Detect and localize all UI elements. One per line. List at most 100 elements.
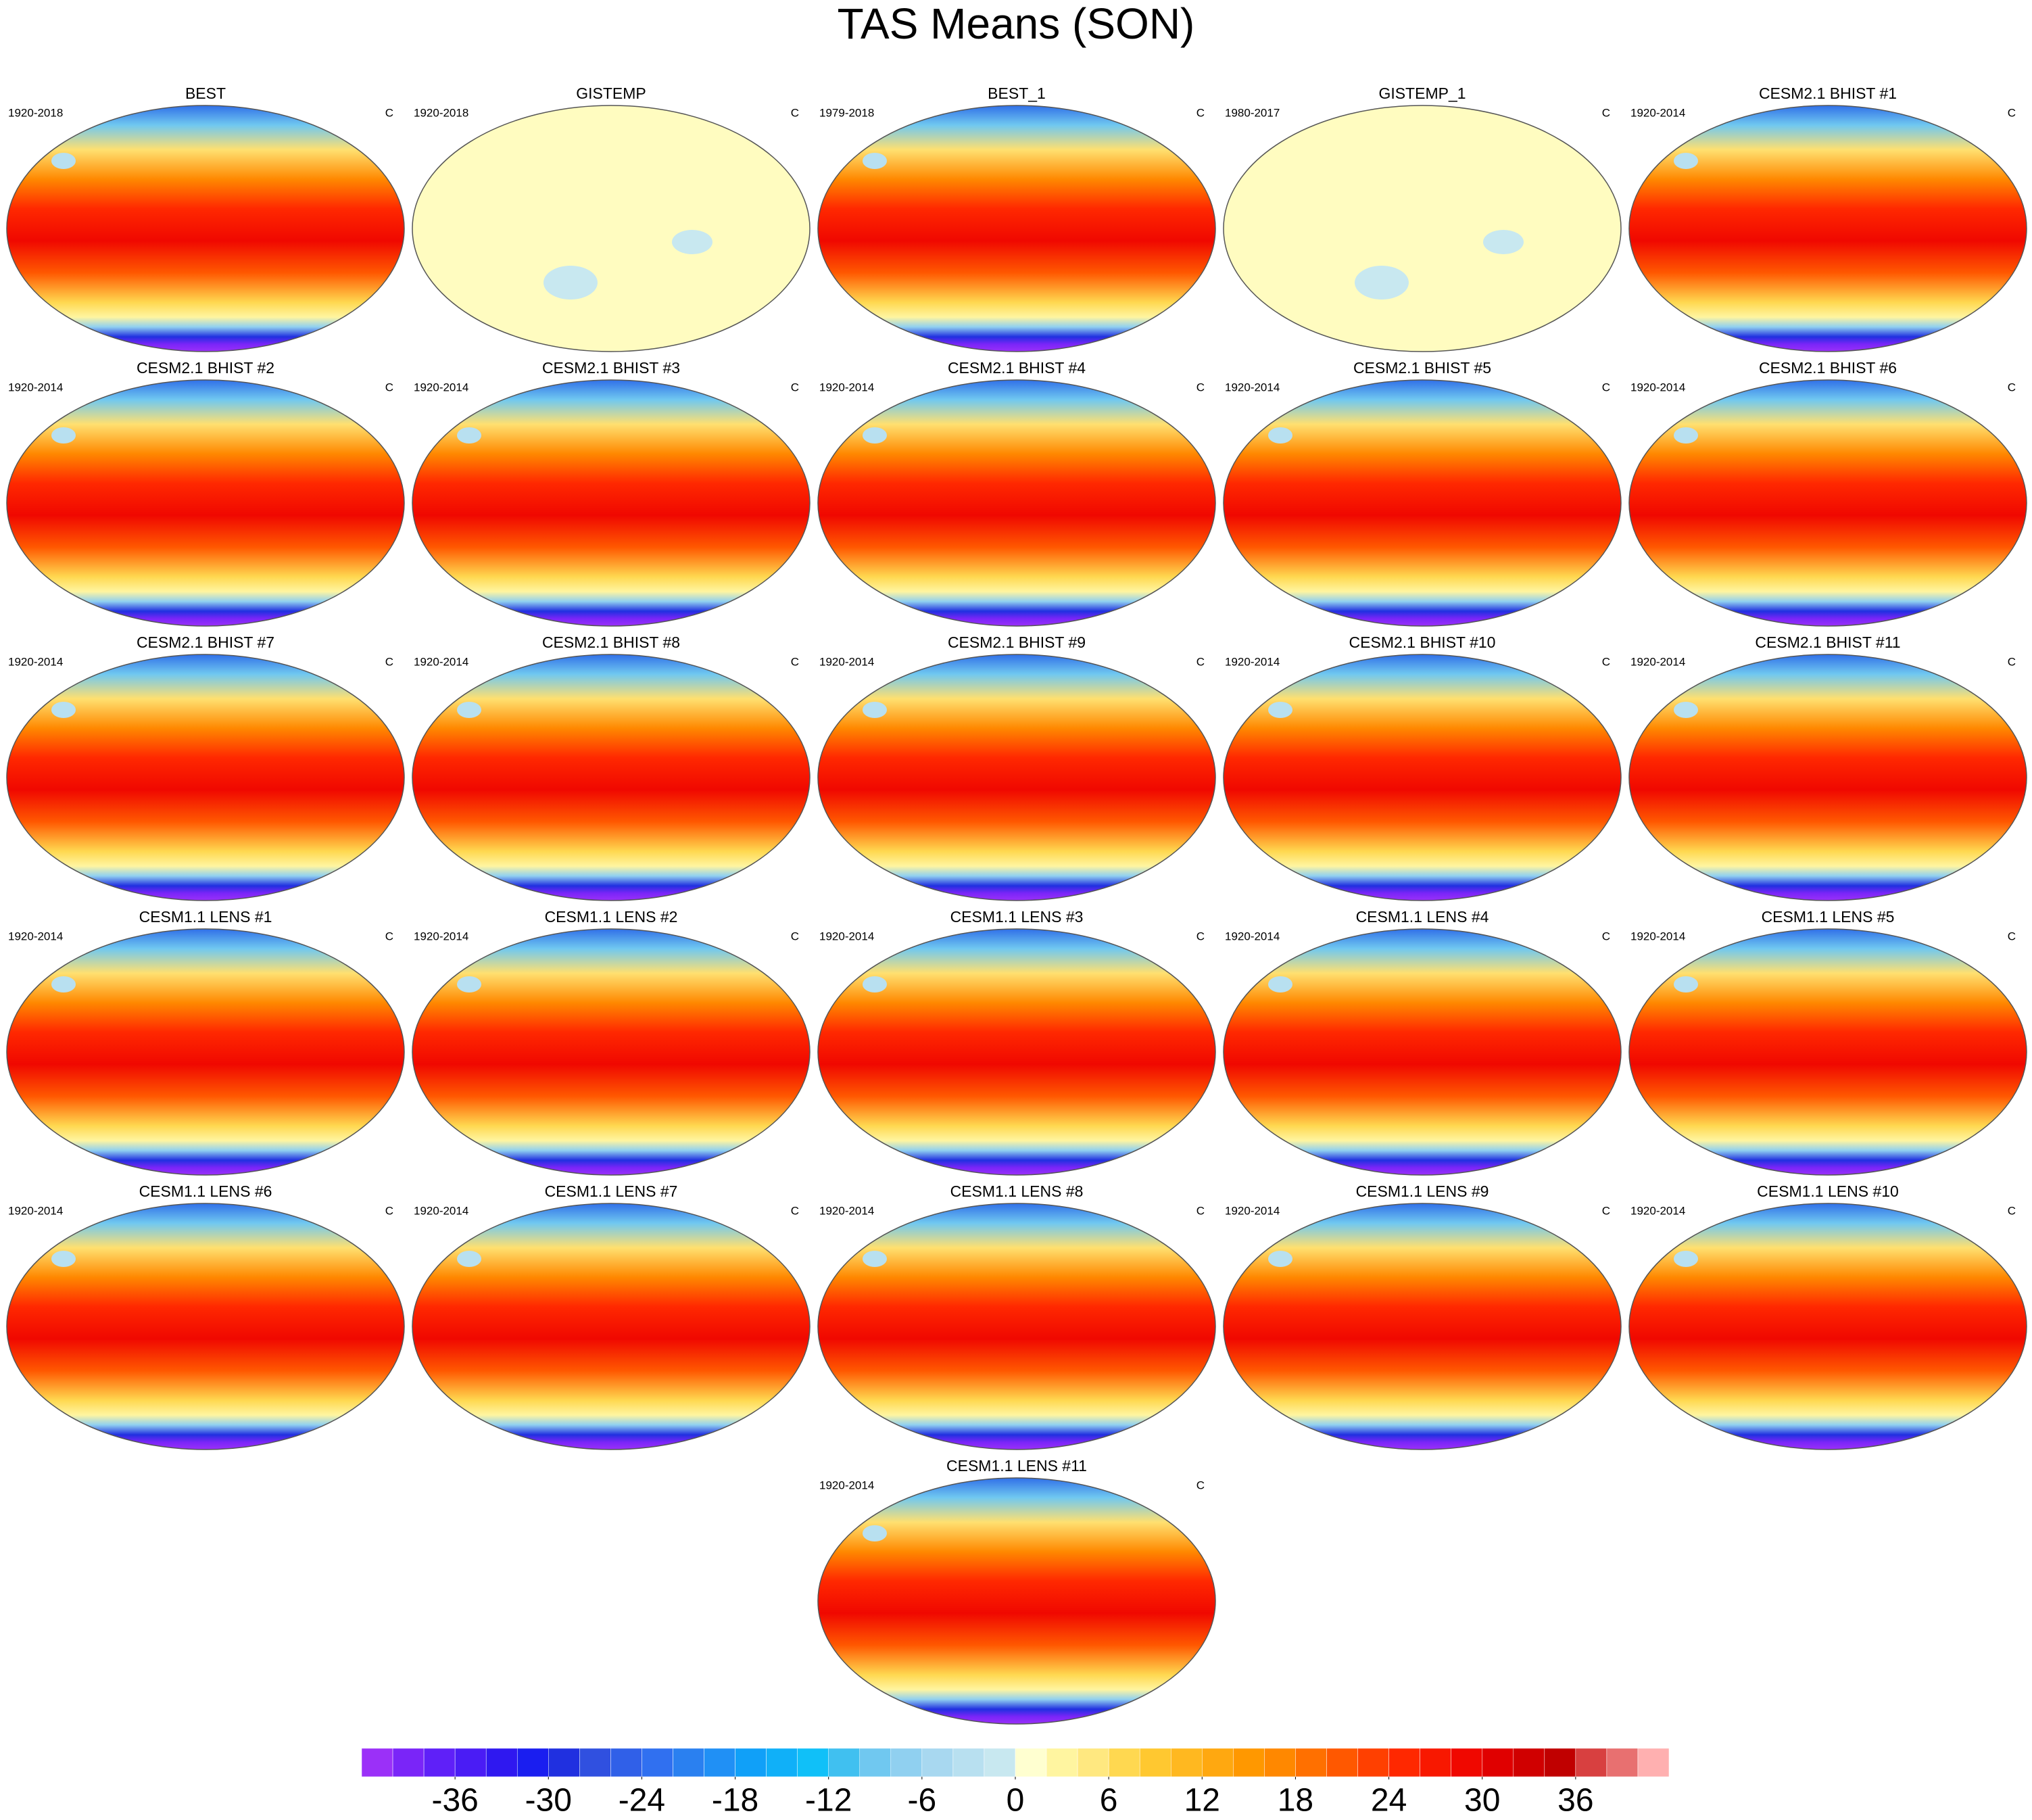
color-box bbox=[1451, 1748, 1482, 1777]
panel-title: CESM1.1 LENS #9 bbox=[1356, 1182, 1489, 1200]
color-box bbox=[766, 1748, 798, 1777]
panel-title: CESM2.1 BHIST #8 bbox=[542, 633, 680, 651]
units-label: C bbox=[385, 1204, 393, 1217]
lake-feature bbox=[1268, 702, 1292, 718]
map-field bbox=[412, 928, 811, 1176]
color-box bbox=[485, 1748, 518, 1777]
lake-feature bbox=[1674, 427, 1698, 444]
map-field bbox=[1628, 654, 2027, 901]
map-panel: CESM2.1 BHIST #7 1920-2014 C bbox=[6, 633, 405, 901]
anomaly-patch bbox=[1355, 266, 1409, 300]
units-label: C bbox=[1196, 106, 1205, 119]
map-field bbox=[6, 1203, 405, 1450]
period-label: 1920-2018 bbox=[8, 106, 63, 119]
map-field bbox=[817, 654, 1216, 901]
units-label: C bbox=[791, 930, 799, 942]
panel-title: CESM2.1 BHIST #3 bbox=[542, 359, 680, 377]
color-box bbox=[423, 1748, 456, 1777]
color-box bbox=[735, 1748, 767, 1777]
map-panel: CESM2.1 BHIST #3 1920-2014 C bbox=[412, 359, 811, 627]
map-field bbox=[817, 379, 1216, 627]
color-box bbox=[1357, 1748, 1389, 1777]
map-panel: CESM2.1 BHIST #11 1920-2014 C bbox=[1628, 633, 2027, 901]
map-panel: CESM2.1 BHIST #6 1920-2014 C bbox=[1628, 359, 2027, 627]
panel-title: BEST bbox=[185, 85, 226, 102]
map-field bbox=[817, 928, 1216, 1176]
map-panel: CESM2.1 BHIST #9 1920-2014 C bbox=[817, 633, 1216, 901]
map-panel: CESM1.1 LENS #8 1920-2014 C bbox=[817, 1182, 1216, 1450]
panel-title: CESM1.1 LENS #5 bbox=[1762, 908, 1895, 926]
period-label: 1920-2014 bbox=[1630, 655, 1685, 668]
color-box bbox=[890, 1748, 923, 1777]
panel-title: CESM1.1 LENS #8 bbox=[950, 1182, 1084, 1200]
color-box bbox=[516, 1748, 549, 1777]
color-box bbox=[579, 1748, 611, 1777]
color-box bbox=[454, 1748, 487, 1777]
period-label: 1920-2014 bbox=[414, 655, 468, 668]
color-box bbox=[673, 1748, 704, 1777]
map-panel: CESM1.1 LENS #11 1920-2014 C bbox=[817, 1457, 1216, 1725]
panel-title: CESM1.1 LENS #2 bbox=[545, 908, 678, 926]
lake-feature bbox=[863, 427, 887, 444]
lake-feature bbox=[457, 427, 481, 444]
panel-title: CESM1.1 LENS #3 bbox=[950, 908, 1084, 926]
panel-title: CESM1.1 LENS #6 bbox=[139, 1182, 272, 1200]
period-label: 1920-2014 bbox=[819, 1479, 874, 1491]
units-label: C bbox=[2008, 1204, 2016, 1217]
color-box bbox=[1606, 1748, 1639, 1777]
units-label: C bbox=[385, 381, 393, 393]
color-box bbox=[361, 1748, 393, 1777]
map-field bbox=[817, 105, 1216, 352]
panel-title: CESM1.1 LENS #10 bbox=[1757, 1182, 1899, 1200]
map-field bbox=[1628, 379, 2027, 627]
panel-title: CESM2.1 BHIST #4 bbox=[948, 359, 1086, 377]
period-label: 1920-2014 bbox=[1225, 930, 1280, 942]
panel-title: CESM2.1 BHIST #10 bbox=[1349, 633, 1496, 651]
period-label: 1920-2014 bbox=[414, 381, 468, 393]
panel-title: CESM2.1 BHIST #7 bbox=[137, 633, 274, 651]
map-panel: CESM1.1 LENS #4 1920-2014 C bbox=[1223, 908, 1622, 1176]
color-box bbox=[828, 1748, 861, 1777]
lake-feature bbox=[1268, 1251, 1292, 1267]
tick-label: -30 bbox=[525, 1783, 572, 1819]
tick-label: -24 bbox=[619, 1783, 665, 1819]
lake-feature bbox=[51, 427, 76, 444]
tick-label: -36 bbox=[431, 1783, 478, 1819]
color-box bbox=[1420, 1748, 1451, 1777]
tick-label: 6 bbox=[1100, 1783, 1118, 1819]
units-label: C bbox=[791, 655, 799, 668]
period-label: 1920-2018 bbox=[414, 106, 468, 119]
color-box bbox=[1046, 1748, 1078, 1777]
period-label: 1920-2014 bbox=[414, 930, 468, 942]
colorbar: -36 -30 -24 -18 -12 -6 0 6 12 18 24 30 36 bbox=[361, 1748, 1670, 1819]
panel-title: BEST_1 bbox=[988, 85, 1046, 102]
map-panel: CESM1.1 LENS #9 1920-2014 C bbox=[1223, 1182, 1622, 1450]
map-panel: CESM2.1 BHIST #1 1920-2014 C bbox=[1628, 85, 2027, 352]
lake-feature bbox=[51, 702, 76, 718]
map-field bbox=[412, 105, 811, 352]
map-panel: CESM1.1 LENS #1 1920-2014 C bbox=[6, 908, 405, 1176]
map-field bbox=[1223, 654, 1622, 901]
period-label: 1920-2014 bbox=[414, 1204, 468, 1217]
color-box bbox=[1077, 1748, 1109, 1777]
map-field bbox=[1223, 379, 1622, 627]
color-box bbox=[642, 1748, 673, 1777]
period-label: 1920-2014 bbox=[1225, 1204, 1280, 1217]
color-box bbox=[859, 1748, 892, 1777]
map-panel: CESM2.1 BHIST #8 1920-2014 C bbox=[412, 633, 811, 901]
color-box bbox=[1637, 1748, 1670, 1777]
tick-label: 0 bbox=[1007, 1783, 1025, 1819]
period-label: 1920-2014 bbox=[8, 1204, 63, 1217]
units-label: C bbox=[2008, 381, 2016, 393]
units-label: C bbox=[1602, 106, 1610, 119]
lake-feature bbox=[863, 1251, 887, 1267]
tick-label: 30 bbox=[1464, 1783, 1500, 1819]
units-label: C bbox=[385, 655, 393, 668]
panel-title: CESM1.1 LENS #4 bbox=[1356, 908, 1489, 926]
panel-title: CESM2.1 BHIST #1 bbox=[1759, 85, 1897, 102]
tick-label: 12 bbox=[1184, 1783, 1220, 1819]
units-label: C bbox=[1196, 655, 1205, 668]
tick-label: -6 bbox=[908, 1783, 937, 1819]
tick-label: 18 bbox=[1278, 1783, 1313, 1819]
panel-grid: BEST 1920-2018 C GISTEMP 1920-2018 C BEST_1 197… bbox=[6, 85, 2027, 1725]
